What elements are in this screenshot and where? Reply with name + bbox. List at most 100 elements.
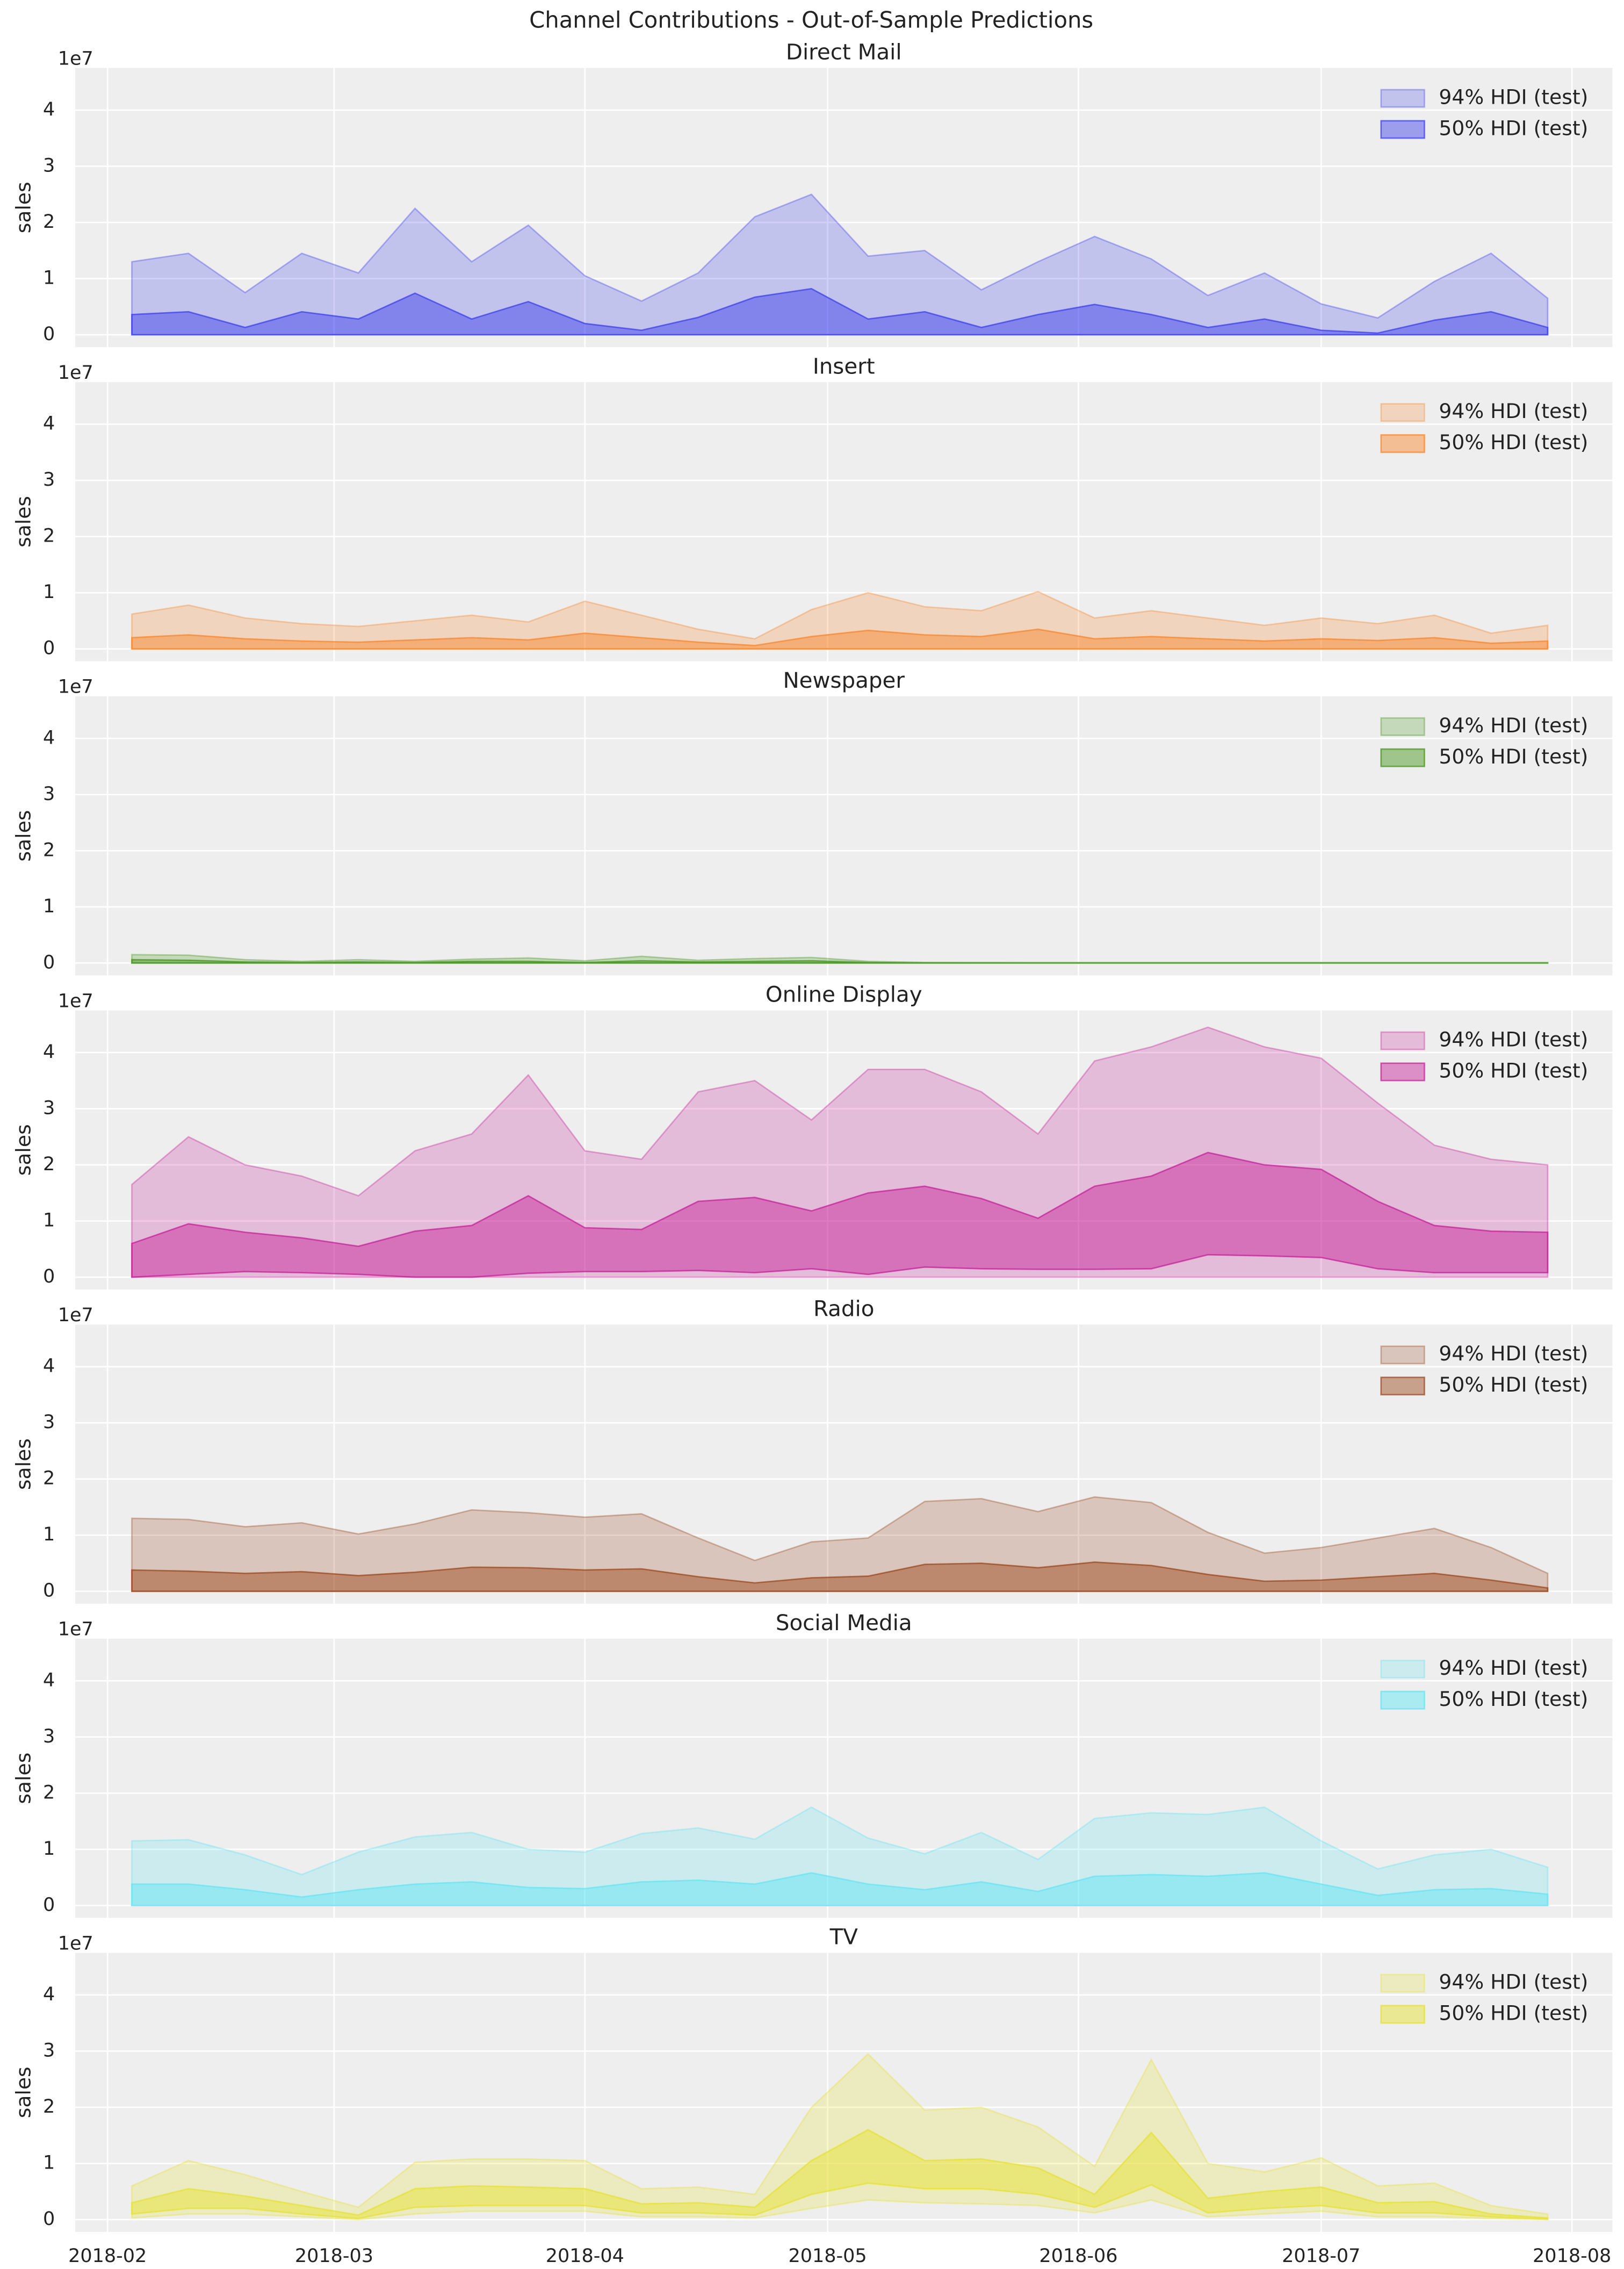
x-tick-label: 2018-02 (68, 2245, 147, 2267)
legend-label: 94% HDI (test) (1439, 85, 1588, 109)
y-tick-label: 4 (43, 1041, 55, 1063)
hdi-band (131, 628, 1549, 650)
axis-offset: 1e7 (58, 1619, 93, 1640)
y-tick-label: 3 (43, 2040, 55, 2061)
legend-label: 94% HDI (test) (1439, 399, 1588, 423)
y-tick-label: 4 (43, 1669, 55, 1691)
legend-swatch (1380, 1659, 1425, 1679)
legend-swatch (1380, 1973, 1425, 1993)
x-tick-label: 2018-05 (789, 2245, 867, 2267)
legend-swatch (1380, 434, 1425, 453)
y-tick-label: 1 (43, 1524, 55, 1545)
y-tick-label: 0 (43, 638, 55, 659)
y-tick-label: 4 (43, 1984, 55, 2005)
subplot-title: Newspaper (783, 668, 905, 693)
axis-offset: 1e7 (58, 990, 93, 1012)
y-tick-label: 3 (43, 1097, 55, 1119)
figure-title: Channel Contributions - Out-of-Sample Pr… (529, 6, 1093, 33)
x-tick-label: 2018-04 (546, 2245, 624, 2267)
y-tick-label: 4 (43, 413, 55, 435)
hdi-band (131, 287, 1549, 336)
legend-label: 50% HDI (test) (1439, 116, 1588, 140)
y-axis-label: sales (11, 1438, 35, 1490)
y-tick-label: 4 (43, 99, 55, 120)
y-tick-label: 0 (43, 952, 55, 973)
y-tick-label: 1 (43, 581, 55, 603)
axes-bg (75, 1324, 1613, 1604)
axes-bg (75, 1638, 1613, 1918)
legend-swatch (1380, 1690, 1425, 1710)
legend-label: 50% HDI (test) (1439, 1687, 1588, 1711)
subplot-title: Radio (813, 1296, 874, 1321)
y-tick-label: 2 (43, 1154, 55, 1175)
y-tick-label: 3 (43, 469, 55, 491)
legend-swatch (1380, 403, 1425, 422)
axis-offset: 1e7 (58, 1305, 93, 1326)
y-tick-label: 1 (43, 1838, 55, 1860)
legend-label: 94% HDI (test) (1439, 1656, 1588, 1680)
x-tick-label: 2018-08 (1533, 2245, 1611, 2267)
subplot-title: Social Media (776, 1610, 912, 1636)
axis-offset: 1e7 (58, 676, 93, 698)
y-axis-label: sales (11, 182, 35, 233)
legend-label: 50% HDI (test) (1439, 1373, 1588, 1396)
y-tick-label: 2 (43, 2096, 55, 2117)
axis-offset: 1e7 (58, 48, 93, 69)
y-tick-label: 1 (43, 896, 55, 917)
legend-swatch (1380, 1345, 1425, 1365)
y-tick-label: 2 (43, 1468, 55, 1489)
y-tick-label: 3 (43, 783, 55, 805)
y-tick-label: 4 (43, 727, 55, 748)
y-tick-label: 0 (43, 2208, 55, 2230)
y-tick-label: 2 (43, 839, 55, 861)
hdi-band (131, 1561, 1549, 1593)
y-axis-label: sales (11, 810, 35, 862)
hdi-band (131, 1151, 1549, 1278)
x-tick-label: 2018-03 (295, 2245, 373, 2267)
y-tick-label: 3 (43, 1411, 55, 1433)
axes-bg (75, 68, 1613, 348)
y-tick-label: 0 (43, 1894, 55, 1915)
axis-offset: 1e7 (58, 362, 93, 384)
axis-offset: 1e7 (58, 1933, 93, 1954)
y-tick-label: 0 (43, 1580, 55, 1602)
legend-label: 94% HDI (test) (1439, 714, 1588, 737)
y-tick-label: 3 (43, 155, 55, 176)
subplot-title: Direct Mail (786, 40, 902, 65)
legend-swatch (1380, 1031, 1425, 1050)
hdi-band (131, 1872, 1549, 1906)
y-tick-label: 1 (43, 268, 55, 289)
y-tick-label: 0 (43, 323, 55, 345)
y-tick-label: 2 (43, 525, 55, 547)
legend-swatch (1380, 89, 1425, 108)
legend-label: 94% HDI (test) (1439, 1028, 1588, 1051)
subplot-title: Online Display (766, 982, 922, 1007)
axes-bg (75, 696, 1613, 976)
legend-label: 50% HDI (test) (1439, 430, 1588, 454)
y-tick-label: 2 (43, 211, 55, 233)
legend-swatch (1380, 120, 1425, 139)
y-tick-label: 0 (43, 1266, 55, 1287)
y-tick-label: 3 (43, 1726, 55, 1747)
subplot-title: TV (829, 1925, 858, 1950)
hdi-band (131, 1026, 1549, 1278)
y-axis-label: sales (11, 1124, 35, 1176)
subplot-title: Insert (813, 354, 875, 379)
legend-label: 50% HDI (test) (1439, 1058, 1588, 1082)
y-tick-label: 1 (43, 1210, 55, 1231)
y-axis-label: sales (11, 2066, 35, 2118)
legend-label: 94% HDI (test) (1439, 1342, 1588, 1365)
axes-bg (75, 382, 1613, 661)
axes-bg (75, 1010, 1613, 1290)
y-axis-label: sales (11, 1753, 35, 1804)
legend-swatch (1380, 2005, 1425, 2024)
legend-label: 50% HDI (test) (1439, 2001, 1588, 2025)
hdi-band (131, 2129, 1549, 2220)
legend-label: 94% HDI (test) (1439, 1970, 1588, 1994)
y-tick-label: 4 (43, 1356, 55, 1377)
hdi-band (131, 959, 1549, 964)
x-tick-label: 2018-07 (1282, 2245, 1360, 2267)
legend-swatch (1380, 1062, 1425, 1082)
